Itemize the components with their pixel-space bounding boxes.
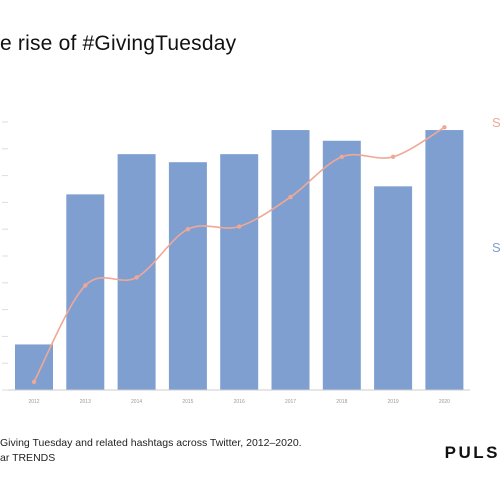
bar-2017 — [271, 130, 310, 391]
x-tick-label: 2014 — [131, 399, 142, 405]
x-tick-label: 2018 — [336, 399, 347, 405]
x-tick-label: 2017 — [285, 399, 296, 405]
bar-2013 — [66, 194, 105, 390]
trend-points — [31, 125, 447, 385]
bar-2019 — [374, 186, 413, 390]
bar-2020 — [425, 130, 464, 391]
bar-2015 — [168, 162, 207, 390]
brand-logo: PULS — [444, 443, 500, 462]
bar-2016 — [220, 154, 259, 390]
trend-line — [33, 126, 445, 383]
trend-point-2017 — [288, 194, 293, 200]
x-tick-label: 2020 — [439, 399, 450, 405]
bar-series — [15, 130, 464, 391]
trend-point-2014 — [134, 275, 139, 280]
trend-point-2018 — [339, 154, 344, 160]
x-tick-label: 2013 — [80, 399, 91, 405]
trend-point-2020 — [442, 125, 447, 130]
x-tick-label: 2019 — [388, 399, 399, 405]
trend-point-2013 — [83, 283, 88, 288]
chart: 2012 2013 2014 2015 2016 2017 2018 2019 2020 — [2, 121, 470, 405]
y-tick-marks — [2, 121, 8, 391]
x-tick-labels: 2012 2013 2014 2015 2016 2017 2018 2019 2020 — [28, 399, 450, 405]
x-tick-label: 2012 — [28, 399, 39, 405]
trend-point-2019 — [390, 154, 396, 160]
trend-point-2012 — [31, 379, 37, 385]
trend-point-2016 — [237, 224, 242, 229]
bar-2018 — [322, 140, 361, 390]
trend-point-2015 — [185, 227, 191, 232]
chart-title: e rise of #GivingTuesday — [0, 32, 237, 55]
x-tick-label: 2015 — [182, 399, 193, 405]
series-label-line: S — [492, 115, 500, 130]
x-tick-label: 2016 — [234, 399, 245, 405]
series-label-bar: S — [492, 240, 500, 255]
footnote-source: Giving Tuesday and related hashtags acro… — [0, 437, 302, 449]
footnote-credit: ar TRENDS — [0, 452, 56, 464]
bar-2014 — [117, 154, 156, 390]
